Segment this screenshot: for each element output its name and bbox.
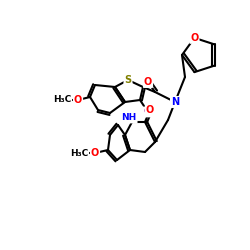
Text: O: O [146, 105, 154, 115]
Text: O: O [144, 77, 152, 87]
Text: H₃C: H₃C [70, 148, 88, 158]
Text: Cl: Cl [143, 108, 153, 116]
Text: O: O [74, 95, 82, 105]
Text: H₃C: H₃C [53, 96, 71, 104]
Text: S: S [124, 75, 132, 85]
Text: O: O [91, 148, 99, 158]
Text: N: N [171, 97, 179, 107]
Text: O: O [190, 33, 198, 43]
Text: NH: NH [122, 114, 136, 122]
